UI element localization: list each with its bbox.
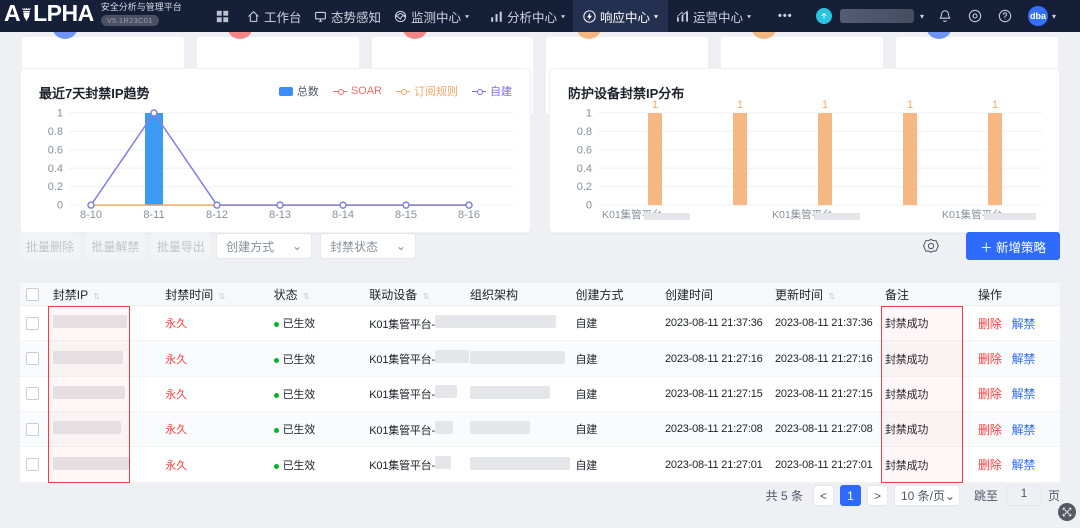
svg-text:1: 1 — [822, 99, 828, 111]
svg-text:1: 1 — [992, 99, 998, 111]
svg-text:0.4: 0.4 — [577, 163, 592, 175]
svg-text:8-10: 8-10 — [80, 209, 102, 221]
svg-text:8-11: 8-11 — [143, 209, 164, 221]
svg-text:0.6: 0.6 — [577, 144, 592, 156]
svg-text:1: 1 — [57, 107, 63, 119]
svg-text:8-15: 8-15 — [395, 209, 417, 221]
svg-text:8-16: 8-16 — [458, 209, 480, 221]
svg-text:8-14: 8-14 — [332, 209, 354, 221]
svg-text:0.8: 0.8 — [48, 126, 63, 138]
svg-text:0: 0 — [586, 199, 592, 211]
svg-text:0: 0 — [57, 199, 63, 211]
svg-text:0.2: 0.2 — [577, 181, 592, 193]
svg-text:0.8: 0.8 — [577, 126, 592, 138]
svg-text:1: 1 — [652, 99, 658, 111]
svg-text:0.6: 0.6 — [48, 144, 63, 156]
svg-text:8-13: 8-13 — [269, 209, 291, 221]
svg-text:0.4: 0.4 — [48, 163, 63, 175]
svg-text:1: 1 — [737, 99, 743, 111]
svg-text:0.2: 0.2 — [48, 181, 63, 193]
svg-text:1: 1 — [586, 107, 592, 119]
svg-text:1: 1 — [907, 99, 913, 111]
svg-text:8-12: 8-12 — [206, 209, 228, 221]
